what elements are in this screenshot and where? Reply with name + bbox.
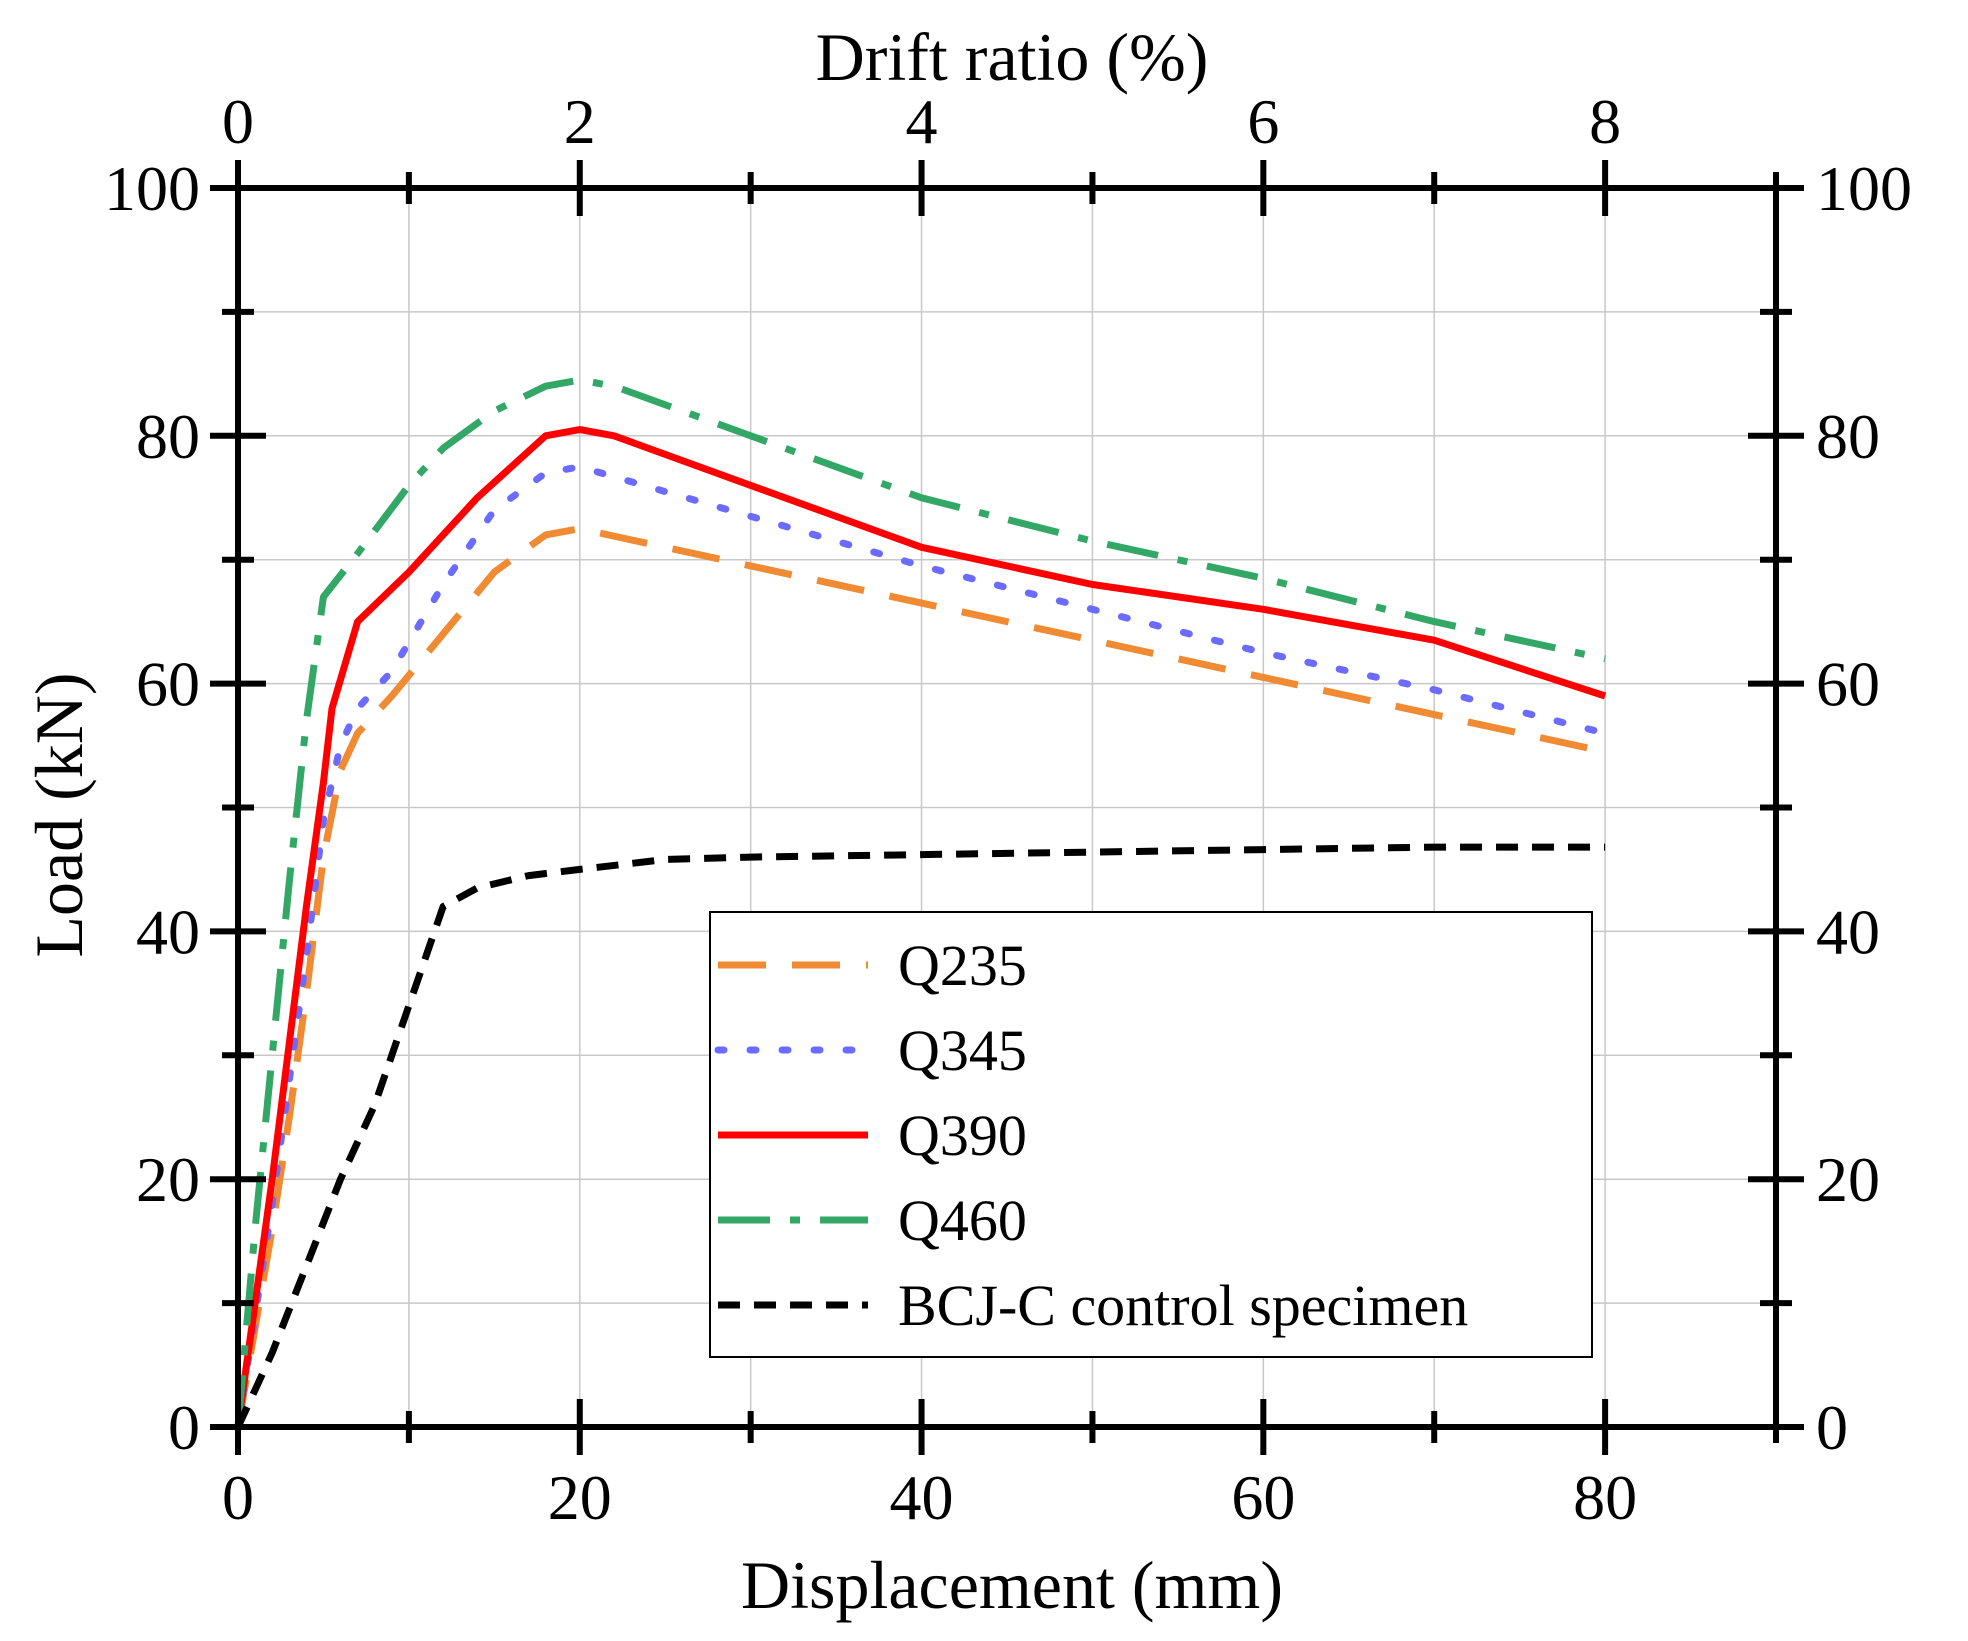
series-line-q235: [234, 525, 1606, 1428]
y-tick-label: 0: [168, 1392, 200, 1463]
x2-tick-label: 0: [222, 86, 254, 157]
x-tick-label: 80: [1573, 1462, 1637, 1533]
y-tick-label: 60: [136, 649, 200, 720]
x2-tick-label: 4: [906, 86, 938, 157]
x2-tick-label: 6: [1247, 86, 1279, 157]
legend: Q235 Q345 Q390 Q460 BCJ-C control specimen: [709, 911, 1593, 1358]
series-lines: [234, 376, 1609, 1431]
y-tick-label: 80: [136, 401, 200, 472]
x2-tick-label: 2: [564, 86, 596, 157]
y2-tick-label: 40: [1816, 896, 1880, 967]
y-tick-label: 20: [136, 1144, 200, 1215]
y2-tick-label: 0: [1816, 1392, 1848, 1463]
y2-tick-label: 20: [1816, 1144, 1880, 1215]
y-tick-label: 100: [104, 153, 200, 224]
legend-label: Q460: [898, 1188, 1027, 1253]
x-tick-label: 20: [548, 1462, 612, 1533]
series-line-q460: [234, 376, 1606, 1428]
x-tick-label: 40: [890, 1462, 954, 1533]
x-axis-title: Displacement (mm): [741, 1547, 1283, 1623]
legend-label: Q235: [898, 933, 1027, 998]
y2-tick-label: 100: [1816, 153, 1912, 224]
axis-ticks: [210, 160, 1804, 1455]
series-line-q345: [234, 463, 1609, 1431]
y2-tick-label: 80: [1816, 401, 1880, 472]
series-line-bcj-c-control-specimen: [234, 843, 1606, 1429]
y-axis-title: Load (kN): [21, 672, 97, 957]
series-line-q390: [234, 426, 1607, 1428]
x2-tick-label: 8: [1589, 86, 1621, 157]
legend-label: Q390: [898, 1103, 1027, 1168]
legend-label: BCJ-C control specimen: [898, 1273, 1468, 1338]
x-tick-label: 60: [1231, 1462, 1295, 1533]
legend-label: Q345: [898, 1018, 1027, 1083]
y-tick-label: 40: [136, 896, 200, 967]
x-tick-label: 0: [222, 1462, 254, 1533]
x2-axis-title: Drift ratio (%): [816, 19, 1209, 95]
y2-tick-label: 60: [1816, 649, 1880, 720]
